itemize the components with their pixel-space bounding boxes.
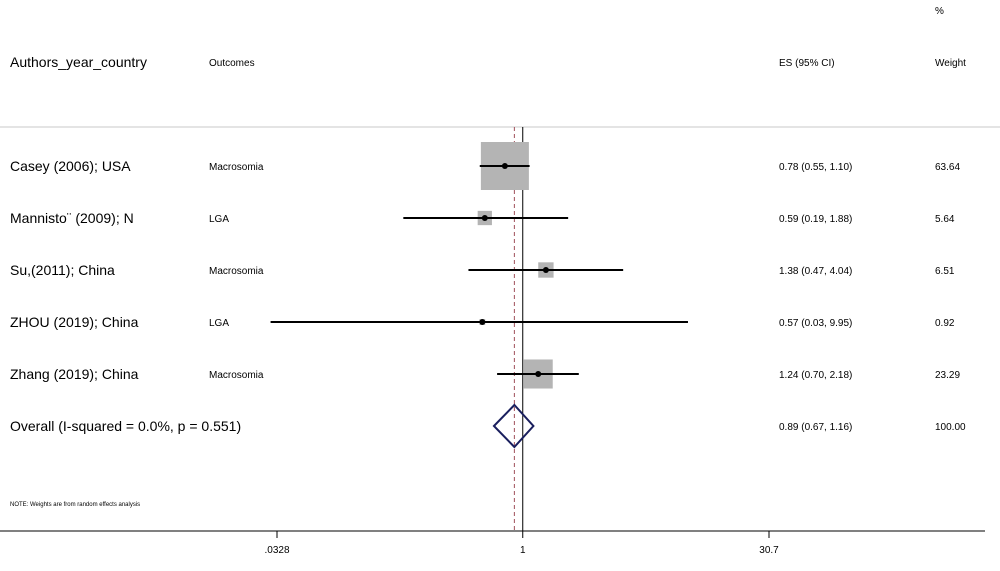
study-label: Su,(2011); China <box>10 262 115 278</box>
study-weight: 6.51 <box>935 266 955 277</box>
study-es-ci: 0.59 (0.19, 1.88) <box>779 214 852 225</box>
x-tick-label: 1 <box>520 545 526 556</box>
study-weight: 0.92 <box>935 318 955 329</box>
study-outcome: Macrosomia <box>209 162 264 173</box>
study-weight: 23.29 <box>935 370 960 381</box>
overall-weight: 100.00 <box>935 422 966 433</box>
overall-diamond <box>492 403 535 449</box>
header-study-column: Authors_year_country <box>10 54 147 70</box>
study-label: ZHOU (2019); China <box>10 314 139 330</box>
footnote: NOTE: Weights are from random effects an… <box>10 502 140 508</box>
header-weight-percent: % <box>935 6 944 17</box>
study-label: Zhang (2019); China <box>10 366 139 382</box>
study-outcome: LGA <box>209 214 229 225</box>
point-estimate <box>481 215 488 221</box>
study-rows: Casey (2006); USA Macrosomia 0.78 (0.55, 1… <box>10 158 966 434</box>
x-tick-label: 30.7 <box>759 545 779 556</box>
header-weight-column: Weight <box>935 58 966 69</box>
chart-marks <box>270 142 688 449</box>
study-es-ci: 1.38 (0.47, 4.04) <box>779 266 852 277</box>
x-tick-label: .0328 <box>264 545 289 556</box>
study-weight: 5.64 <box>935 214 955 225</box>
point-estimate <box>501 163 508 169</box>
study-label: Casey (2006); USA <box>10 158 131 174</box>
study-es-ci: 0.57 (0.03, 9.95) <box>779 318 852 329</box>
study-es-ci: 1.24 (0.70, 2.18) <box>779 370 852 381</box>
x-axis-ticks: .0328 1 30.7 <box>264 531 779 556</box>
header-outcome-column: Outcomes <box>209 58 255 69</box>
overall-es-ci: 0.89 (0.67, 1.16) <box>779 422 852 433</box>
study-es-ci: 0.78 (0.55, 1.10) <box>779 162 852 173</box>
overall-label: Overall (I-squared = 0.0%, p = 0.551) <box>10 418 241 434</box>
point-estimate <box>542 267 549 273</box>
study-label: Mannisto¨ (2009); N <box>10 210 134 226</box>
study-outcome: Macrosomia <box>209 370 264 381</box>
study-weight: 63.64 <box>935 162 960 173</box>
study-outcome: Macrosomia <box>209 266 264 277</box>
header-es-column: ES (95% CI) <box>779 58 835 69</box>
study-outcome: LGA <box>209 318 229 329</box>
point-estimate <box>535 371 542 377</box>
point-estimate <box>479 319 486 325</box>
